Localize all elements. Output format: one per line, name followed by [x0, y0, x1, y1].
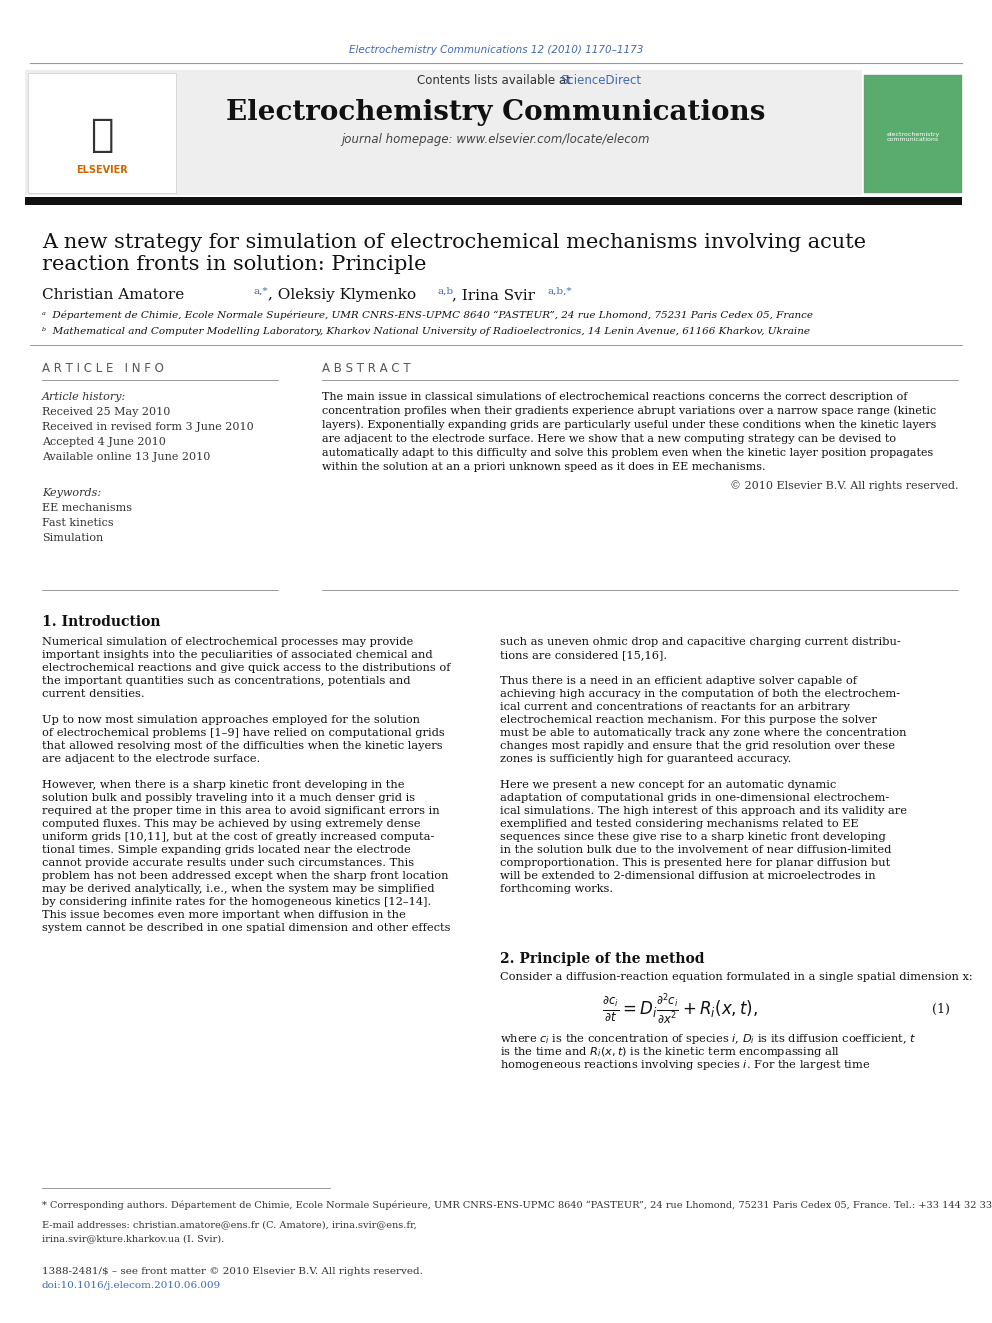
- Text: * Corresponding authors. Département de Chimie, Ecole Normale Supérieure, UMR CN: * Corresponding authors. Département de …: [42, 1200, 992, 1209]
- Text: Numerical simulation of electrochemical processes may provide: Numerical simulation of electrochemical …: [42, 636, 414, 647]
- Text: Available online 13 June 2010: Available online 13 June 2010: [42, 452, 210, 462]
- Text: system cannot be described in one spatial dimension and other effects: system cannot be described in one spatia…: [42, 923, 450, 933]
- Text: cannot provide accurate results under such circumstances. This: cannot provide accurate results under su…: [42, 859, 414, 868]
- Text: tions are considered [15,16].: tions are considered [15,16].: [500, 650, 668, 660]
- Text: Thus there is a need in an efficient adaptive solver capable of: Thus there is a need in an efficient ada…: [500, 676, 857, 687]
- Text: , Oleksiy Klymenko: , Oleksiy Klymenko: [268, 288, 421, 302]
- Text: (1): (1): [932, 1003, 950, 1016]
- Text: current densities.: current densities.: [42, 689, 145, 699]
- Text: A new strategy for simulation of electrochemical mechanisms involving acute: A new strategy for simulation of electro…: [42, 233, 866, 251]
- Text: that allowed resolving most of the difficulties when the kinetic layers: that allowed resolving most of the diffi…: [42, 741, 442, 751]
- Text: where $c_i$ is the concentration of species $i$, $D_i$ is its diffusion coeffici: where $c_i$ is the concentration of spec…: [500, 1032, 917, 1046]
- Text: in the solution bulk due to the involvement of near diffusion-limited: in the solution bulk due to the involvem…: [500, 845, 892, 855]
- Text: ical simulations. The high interest of this approach and its validity are: ical simulations. The high interest of t…: [500, 806, 907, 816]
- Text: A B S T R A C T: A B S T R A C T: [322, 361, 411, 374]
- Text: 🌳: 🌳: [90, 116, 114, 153]
- Text: However, when there is a sharp kinetic front developing in the: However, when there is a sharp kinetic f…: [42, 781, 405, 790]
- Text: a,b: a,b: [437, 287, 453, 295]
- Text: irina.svir@kture.kharkov.ua (I. Svir).: irina.svir@kture.kharkov.ua (I. Svir).: [42, 1234, 224, 1244]
- Bar: [25, 197, 962, 205]
- Text: within the solution at an a priori unknown speed as it does in EE mechanisms.: within the solution at an a priori unkno…: [322, 462, 766, 472]
- Text: E-mail addresses: christian.amatore@ens.fr (C. Amatore), irina.svir@ens.fr,: E-mail addresses: christian.amatore@ens.…: [42, 1220, 417, 1229]
- Text: comproportionation. This is presented here for planar diffusion but: comproportionation. This is presented he…: [500, 859, 890, 868]
- Text: Simulation: Simulation: [42, 533, 103, 542]
- Bar: [28, 73, 176, 193]
- Text: changes most rapidly and ensure that the grid resolution over these: changes most rapidly and ensure that the…: [500, 741, 895, 751]
- Text: Electrochemistry Communications 12 (2010) 1170–1173: Electrochemistry Communications 12 (2010…: [349, 45, 643, 56]
- Text: a,b,*: a,b,*: [548, 287, 572, 295]
- Text: Here we present a new concept for an automatic dynamic: Here we present a new concept for an aut…: [500, 781, 836, 790]
- Text: 1388-2481/$ – see front matter © 2010 Elsevier B.V. All rights reserved.: 1388-2481/$ – see front matter © 2010 El…: [42, 1267, 423, 1277]
- Text: ical current and concentrations of reactants for an arbitrary: ical current and concentrations of react…: [500, 703, 850, 712]
- Text: by considering infinite rates for the homogeneous kinetics [12–14].: by considering infinite rates for the ho…: [42, 897, 432, 908]
- Text: will be extended to 2-dimensional diffusion at microelectrodes in: will be extended to 2-dimensional diffus…: [500, 871, 876, 881]
- Text: are adjacent to the electrode surface.: are adjacent to the electrode surface.: [42, 754, 260, 763]
- Text: EE mechanisms: EE mechanisms: [42, 503, 132, 513]
- Text: Contents lists available at: Contents lists available at: [418, 74, 574, 86]
- Text: Up to now most simulation approaches employed for the solution: Up to now most simulation approaches emp…: [42, 714, 420, 725]
- Text: The main issue in classical simulations of electrochemical reactions concerns th: The main issue in classical simulations …: [322, 392, 908, 402]
- Text: doi:10.1016/j.elecom.2010.06.009: doi:10.1016/j.elecom.2010.06.009: [42, 1282, 221, 1290]
- Text: concentration profiles when their gradients experience abrupt variations over a : concentration profiles when their gradie…: [322, 406, 936, 417]
- Text: This issue becomes even more important when diffusion in the: This issue becomes even more important w…: [42, 910, 406, 919]
- Bar: [864, 75, 962, 193]
- Text: Electrochemistry Communications: Electrochemistry Communications: [226, 98, 766, 126]
- Text: journal homepage: www.elsevier.com/locate/elecom: journal homepage: www.elsevier.com/locat…: [342, 134, 650, 147]
- Text: A R T I C L E   I N F O: A R T I C L E I N F O: [42, 361, 164, 374]
- Text: a,*: a,*: [253, 287, 268, 295]
- Text: electrochemical reaction mechanism. For this purpose the solver: electrochemical reaction mechanism. For …: [500, 714, 877, 725]
- Text: important insights into the peculiarities of associated chemical and: important insights into the peculiaritie…: [42, 650, 433, 660]
- Text: Received 25 May 2010: Received 25 May 2010: [42, 407, 171, 417]
- Text: achieving high accuracy in the computation of both the electrochem-: achieving high accuracy in the computati…: [500, 689, 900, 699]
- Text: exemplified and tested considering mechanisms related to EE: exemplified and tested considering mecha…: [500, 819, 858, 830]
- Text: are adjacent to the electrode surface. Here we show that a new computing strateg: are adjacent to the electrode surface. H…: [322, 434, 896, 445]
- Text: ELSEVIER: ELSEVIER: [76, 165, 128, 175]
- Text: ᵇ  Mathematical and Computer Modelling Laboratory, Kharkov National University o: ᵇ Mathematical and Computer Modelling La…: [42, 327, 810, 336]
- Text: tional times. Simple expanding grids located near the electrode: tional times. Simple expanding grids loc…: [42, 845, 411, 855]
- Text: such as uneven ohmic drop and capacitive charging current distribu-: such as uneven ohmic drop and capacitive…: [500, 636, 901, 647]
- Text: Keywords:: Keywords:: [42, 488, 101, 497]
- Text: problem has not been addressed except when the sharp front location: problem has not been addressed except wh…: [42, 871, 448, 881]
- Text: reaction fronts in solution: Principle: reaction fronts in solution: Principle: [42, 254, 427, 274]
- Text: electrochemistry
communications: electrochemistry communications: [887, 131, 939, 143]
- Text: Christian Amatore: Christian Amatore: [42, 288, 189, 302]
- Text: Received in revised form 3 June 2010: Received in revised form 3 June 2010: [42, 422, 254, 433]
- Text: the important quantities such as concentrations, potentials and: the important quantities such as concent…: [42, 676, 411, 687]
- Text: computed fluxes. This may be achieved by using extremely dense: computed fluxes. This may be achieved by…: [42, 819, 421, 830]
- Text: electrochemical reactions and give quick access to the distributions of: electrochemical reactions and give quick…: [42, 663, 450, 673]
- Text: sequences since these give rise to a sharp kinetic front developing: sequences since these give rise to a sha…: [500, 832, 886, 841]
- Text: 2. Principle of the method: 2. Principle of the method: [500, 953, 704, 966]
- Text: uniform grids [10,11], but at the cost of greatly increased computa-: uniform grids [10,11], but at the cost o…: [42, 832, 434, 841]
- Text: must be able to automatically track any zone where the concentration: must be able to automatically track any …: [500, 728, 907, 738]
- Bar: [25, 70, 862, 194]
- Text: may be derived analytically, i.e., when the system may be simplified: may be derived analytically, i.e., when …: [42, 884, 434, 894]
- Text: Article history:: Article history:: [42, 392, 126, 402]
- Text: ScienceDirect: ScienceDirect: [560, 74, 641, 86]
- Text: , Irina Svir: , Irina Svir: [452, 288, 540, 302]
- Text: of electrochemical problems [1–9] have relied on computational grids: of electrochemical problems [1–9] have r…: [42, 728, 444, 738]
- Text: Fast kinetics: Fast kinetics: [42, 519, 114, 528]
- Text: is the time and $R_i(x,t)$ is the kinetic term encompassing all: is the time and $R_i(x,t)$ is the kineti…: [500, 1045, 840, 1058]
- Text: homogeneous reactions involving species $i$. For the largest time: homogeneous reactions involving species …: [500, 1058, 870, 1072]
- Text: © 2010 Elsevier B.V. All rights reserved.: © 2010 Elsevier B.V. All rights reserved…: [729, 480, 958, 491]
- Text: ᵃ  Département de Chimie, Ecole Normale Supérieure, UMR CNRS-ENS-UPMC 8640 “PAST: ᵃ Département de Chimie, Ecole Normale S…: [42, 311, 813, 320]
- Text: Consider a diffusion-reaction equation formulated in a single spatial dimension : Consider a diffusion-reaction equation f…: [500, 972, 972, 982]
- Text: 1. Introduction: 1. Introduction: [42, 615, 161, 628]
- Text: solution bulk and possibly traveling into it a much denser grid is: solution bulk and possibly traveling int…: [42, 792, 415, 803]
- Text: automatically adapt to this difficulty and solve this problem even when the kine: automatically adapt to this difficulty a…: [322, 448, 933, 458]
- Text: Accepted 4 June 2010: Accepted 4 June 2010: [42, 437, 166, 447]
- Text: $\frac{\partial c_i}{\partial t} = D_i \frac{\partial^2 c_i}{\partial x^2} + R_i: $\frac{\partial c_i}{\partial t} = D_i \…: [602, 992, 758, 1027]
- Text: required at the proper time in this area to avoid significant errors in: required at the proper time in this area…: [42, 806, 439, 816]
- Text: layers). Exponentially expanding grids are particularly useful under these condi: layers). Exponentially expanding grids a…: [322, 419, 936, 430]
- Text: adaptation of computational grids in one-dimensional electrochem-: adaptation of computational grids in one…: [500, 792, 889, 803]
- Text: zones is sufficiently high for guaranteed accuracy.: zones is sufficiently high for guarantee…: [500, 754, 792, 763]
- Text: forthcoming works.: forthcoming works.: [500, 884, 613, 894]
